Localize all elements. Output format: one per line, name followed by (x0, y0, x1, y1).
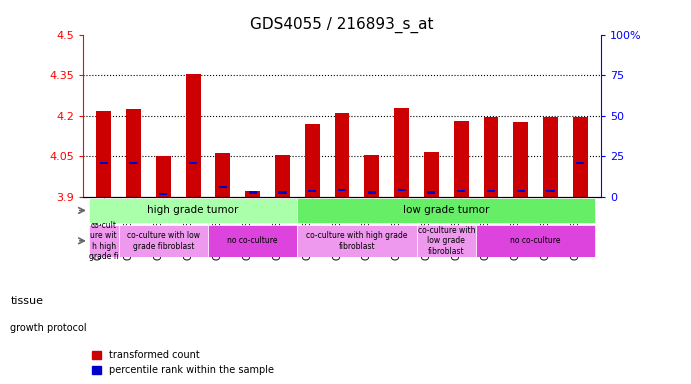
Bar (96, 111, 111, 197)
Text: co-cult
ure wit
h high
grade fi: co-cult ure wit h high grade fi (89, 221, 119, 261)
Text: co-culture with
low grade
fibroblast: co-culture with low grade fibroblast (417, 226, 475, 256)
Text: growth protocol: growth protocol (10, 323, 87, 333)
Bar (119, 225, 208, 257)
Text: co-culture with high grade
fibroblast: co-culture with high grade fibroblast (306, 231, 408, 250)
Title: GDS4055 / 216893_s_at: GDS4055 / 216893_s_at (250, 17, 434, 33)
Bar (278, 191, 287, 194)
Bar (427, 191, 435, 194)
Bar (368, 191, 376, 194)
Bar (89, 225, 119, 257)
Bar (517, 190, 525, 192)
Bar (297, 198, 595, 223)
Bar (484, 117, 498, 197)
Bar (126, 109, 141, 197)
Bar (129, 162, 138, 164)
Bar (417, 225, 476, 257)
Bar (219, 186, 227, 188)
Bar (156, 156, 171, 197)
Bar (249, 191, 257, 194)
Bar (576, 162, 585, 164)
Text: co-culture with low
grade fibroblast: co-culture with low grade fibroblast (127, 231, 200, 250)
Bar (275, 155, 290, 197)
Bar (547, 190, 555, 192)
Bar (308, 190, 316, 192)
Bar (189, 162, 197, 164)
Bar (573, 117, 588, 197)
Bar (424, 152, 439, 197)
Bar (476, 225, 595, 257)
Bar (454, 121, 468, 197)
Text: low grade tumor: low grade tumor (403, 205, 489, 215)
Bar (513, 122, 528, 197)
Bar (397, 189, 406, 191)
Bar (487, 190, 495, 192)
Bar (305, 124, 320, 197)
Bar (186, 74, 200, 197)
Bar (216, 153, 230, 197)
Bar (159, 193, 167, 195)
Bar (364, 155, 379, 197)
Bar (338, 189, 346, 191)
Bar (89, 198, 297, 223)
Text: tissue: tissue (10, 296, 44, 306)
Bar (543, 117, 558, 197)
Bar (100, 162, 108, 164)
Text: high grade tumor: high grade tumor (147, 205, 239, 215)
Text: no co-culture: no co-culture (227, 236, 278, 245)
Text: no co-culture: no co-culture (511, 236, 561, 245)
Bar (297, 225, 417, 257)
Bar (394, 108, 409, 197)
Legend: transformed count, percentile rank within the sample: transformed count, percentile rank withi… (88, 346, 278, 379)
Bar (245, 191, 260, 197)
Bar (457, 190, 465, 192)
Bar (334, 113, 350, 197)
Bar (208, 225, 297, 257)
